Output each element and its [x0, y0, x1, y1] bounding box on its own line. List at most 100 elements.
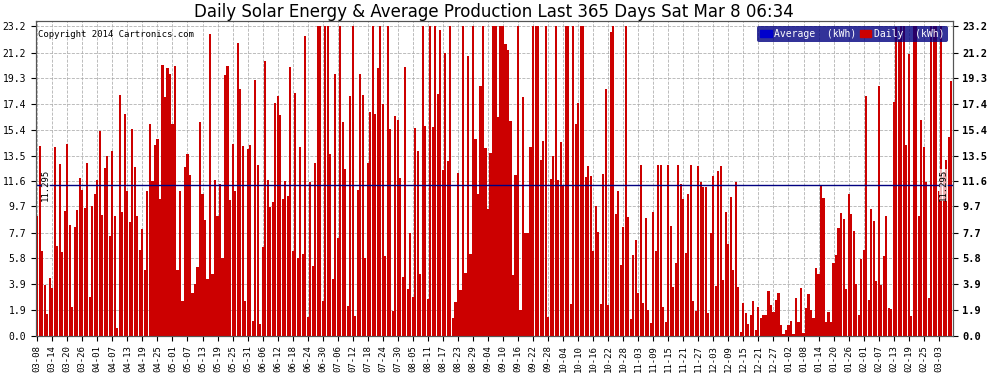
- Bar: [787, 326, 790, 336]
- Bar: [805, 308, 807, 336]
- Bar: [520, 310, 522, 336]
- Bar: [73, 227, 76, 336]
- Bar: [877, 86, 880, 336]
- Bar: [638, 292, 640, 336]
- Bar: [445, 53, 446, 336]
- Bar: [153, 145, 156, 336]
- Bar: [435, 26, 437, 336]
- Bar: [715, 286, 717, 336]
- Bar: [132, 129, 134, 336]
- Bar: [474, 139, 476, 336]
- Bar: [176, 270, 178, 336]
- Bar: [838, 228, 840, 336]
- Bar: [58, 164, 60, 336]
- Bar: [389, 129, 391, 336]
- Bar: [71, 306, 73, 336]
- Bar: [161, 66, 163, 336]
- Bar: [718, 171, 720, 336]
- Bar: [785, 330, 787, 336]
- Bar: [723, 280, 725, 336]
- Bar: [847, 194, 849, 336]
- Bar: [890, 309, 892, 336]
- Bar: [446, 161, 449, 336]
- Bar: [79, 178, 81, 336]
- Bar: [936, 26, 938, 336]
- Bar: [918, 216, 920, 336]
- Bar: [765, 315, 767, 336]
- Bar: [247, 149, 248, 336]
- Bar: [292, 251, 294, 336]
- Bar: [505, 44, 507, 336]
- Bar: [312, 266, 314, 336]
- Bar: [600, 304, 602, 336]
- Bar: [454, 302, 456, 336]
- Bar: [169, 74, 171, 336]
- Bar: [740, 332, 742, 336]
- Bar: [649, 323, 651, 336]
- Bar: [492, 26, 494, 336]
- Bar: [402, 277, 404, 336]
- Bar: [86, 163, 88, 336]
- Bar: [725, 212, 727, 336]
- Bar: [414, 128, 417, 336]
- Bar: [569, 304, 571, 336]
- Text: 11.295: 11.295: [41, 169, 50, 201]
- Bar: [590, 176, 592, 336]
- Bar: [425, 126, 427, 336]
- Bar: [647, 310, 649, 336]
- Bar: [705, 187, 707, 336]
- Bar: [286, 196, 289, 336]
- Bar: [374, 114, 376, 336]
- Bar: [44, 285, 46, 336]
- Bar: [697, 166, 699, 336]
- Bar: [249, 145, 251, 336]
- Legend: Average  (kWh), Daily  (kWh): Average (kWh), Daily (kWh): [757, 26, 947, 42]
- Bar: [595, 206, 597, 336]
- Bar: [579, 26, 582, 336]
- Bar: [261, 247, 263, 336]
- Bar: [752, 301, 754, 336]
- Bar: [695, 311, 697, 336]
- Bar: [181, 301, 183, 336]
- Bar: [522, 97, 524, 336]
- Bar: [615, 214, 617, 336]
- Bar: [472, 26, 474, 336]
- Bar: [659, 165, 662, 336]
- Bar: [371, 26, 374, 336]
- Bar: [489, 153, 492, 336]
- Bar: [229, 200, 231, 336]
- Bar: [264, 61, 266, 336]
- Bar: [644, 218, 646, 336]
- Bar: [351, 26, 353, 336]
- Bar: [592, 251, 594, 336]
- Bar: [720, 166, 722, 336]
- Bar: [359, 74, 361, 336]
- Bar: [494, 26, 497, 336]
- Bar: [735, 182, 737, 336]
- Bar: [559, 142, 561, 336]
- Bar: [780, 325, 782, 336]
- Bar: [552, 156, 554, 336]
- Bar: [332, 279, 334, 336]
- Bar: [815, 268, 817, 336]
- Bar: [404, 67, 407, 336]
- Bar: [875, 281, 877, 336]
- Bar: [782, 333, 784, 336]
- Bar: [442, 170, 444, 336]
- Bar: [507, 50, 509, 336]
- Bar: [617, 190, 620, 336]
- Bar: [148, 124, 151, 336]
- Bar: [217, 216, 219, 336]
- Bar: [304, 36, 306, 336]
- Bar: [76, 210, 78, 336]
- Bar: [237, 44, 239, 336]
- Bar: [420, 274, 422, 336]
- Bar: [845, 289, 847, 336]
- Bar: [908, 54, 910, 336]
- Bar: [449, 26, 451, 336]
- Bar: [770, 305, 772, 336]
- Bar: [139, 249, 141, 336]
- Bar: [702, 187, 705, 336]
- Bar: [462, 26, 464, 336]
- Bar: [760, 318, 762, 336]
